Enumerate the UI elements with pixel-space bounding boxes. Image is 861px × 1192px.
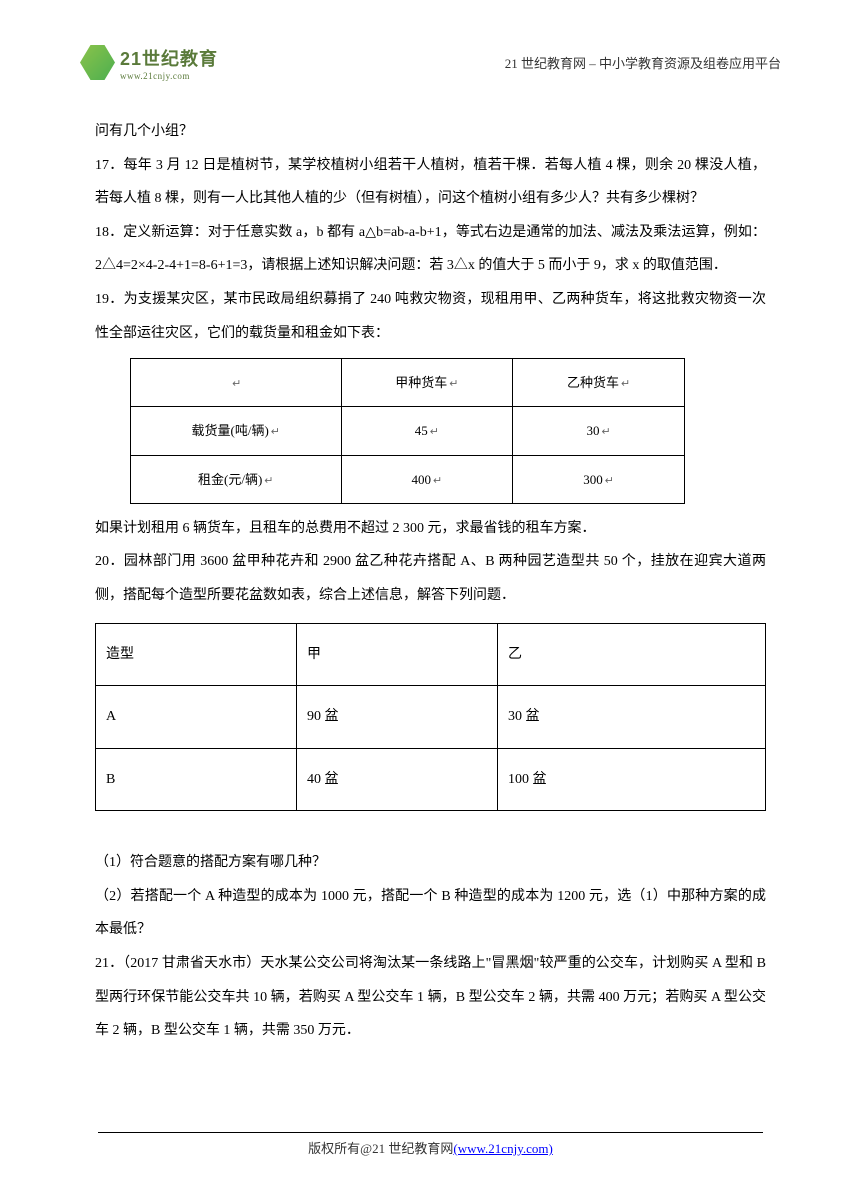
table-cell: ↵ [131,359,342,407]
footer-copyright: 版权所有@21 世纪教育网 [308,1141,453,1156]
paragraph-q20: 20．园林部门用 3600 盆甲种花卉和 2900 盆乙种花卉搭配 A、B 两种… [95,545,766,612]
table-cell: 载货量(吨/辆)↵ [131,407,342,455]
table-row: ↵ 甲种货车↵ 乙种货车↵ [131,359,685,407]
table-row: 载货量(吨/辆)↵ 45↵ 30↵ [131,407,685,455]
table-cell: 30 盆 [498,686,766,749]
paragraph-q16-cont: 问有几个小组？ [95,115,766,149]
paragraph-q18: 18．定义新运算：对于任意实数 a，b 都有 a△b=ab-a-b+1，等式右边… [95,216,766,283]
table-cell: 100 盆 [498,748,766,811]
table-cell: 40 盆 [297,748,498,811]
table-row: 租金(元/辆)↵ 400↵ 300↵ [131,455,685,503]
flower-table-container: 造型 甲 乙 A 90 盆 30 盆 B 40 盆 100 盆 [95,623,766,812]
table-cell: 30↵ [513,407,685,455]
page-footer: 版权所有@21 世纪教育网(www.21cnjy.com) [0,1132,861,1157]
table-cell: 45↵ [341,407,513,455]
paragraph-q19-cont: 如果计划租用 6 辆货车，且租车的总费用不超过 2 300 元，求最省钱的租车方… [95,512,766,546]
table-row: 造型 甲 乙 [96,623,766,686]
logo-url: www.21cnjy.com [120,71,218,81]
truck-table: ↵ 甲种货车↵ 乙种货车↵ 载货量(吨/辆)↵ 45↵ 30↵ 租金(元/辆)↵… [130,358,685,504]
flower-table: 造型 甲 乙 A 90 盆 30 盆 B 40 盆 100 盆 [95,623,766,812]
table-cell: B [96,748,297,811]
table-cell: A [96,686,297,749]
spacer [95,821,766,846]
table-cell: 甲 [297,623,498,686]
logo-icon [80,45,115,80]
truck-table-container: ↵ 甲种货车↵ 乙种货车↵ 载货量(吨/辆)↵ 45↵ 30↵ 租金(元/辆)↵… [130,358,685,504]
table-cell: 300↵ [513,455,685,503]
table-cell: 90 盆 [297,686,498,749]
paragraph-q17: 17．每年 3 月 12 日是植树节，某学校植树小组若干人植树，植若干棵．若每人… [95,149,766,216]
logo-text-block: 21世纪教育 www.21cnjy.com [120,45,218,81]
paragraph-q20-sub2: （2）若搭配一个 A 种造型的成本为 1000 元，搭配一个 B 种造型的成本为… [95,880,766,947]
table-cell: 甲种货车↵ [341,359,513,407]
table-row: B 40 盆 100 盆 [96,748,766,811]
paragraph-q20-sub1: （1）符合题意的搭配方案有哪几种？ [95,846,766,880]
logo-title: 21世纪教育 [120,45,218,71]
table-cell: 造型 [96,623,297,686]
table-cell: 租金(元/辆)↵ [131,455,342,503]
logo-area: 21世纪教育 www.21cnjy.com [80,45,218,81]
table-row: A 90 盆 30 盆 [96,686,766,749]
paragraph-q21: 21．（2017 甘肃省天水市）天水某公交公司将淘汰某一条线路上"冒黑烟"较严重… [95,947,766,1048]
header-platform-text: 21 世纪教育网 – 中小学教育资源及组卷应用平台 [505,53,781,72]
document-content: 问有几个小组？ 17．每年 3 月 12 日是植树节，某学校植树小组若干人植树，… [0,95,861,1048]
footer-divider [98,1132,763,1133]
table-cell: 400↵ [341,455,513,503]
footer-link[interactable]: (www.21cnjy.com) [453,1141,552,1156]
table-cell: 乙 [498,623,766,686]
table-cell: 乙种货车↵ [513,359,685,407]
page-header: 21世纪教育 www.21cnjy.com 21 世纪教育网 – 中小学教育资源… [0,0,861,95]
footer-text: 版权所有@21 世纪教育网(www.21cnjy.com) [0,1138,861,1157]
paragraph-q19: 19．为支援某灾区，某市民政局组织募捐了 240 吨救灾物资，现租用甲、乙两种货… [95,283,766,350]
